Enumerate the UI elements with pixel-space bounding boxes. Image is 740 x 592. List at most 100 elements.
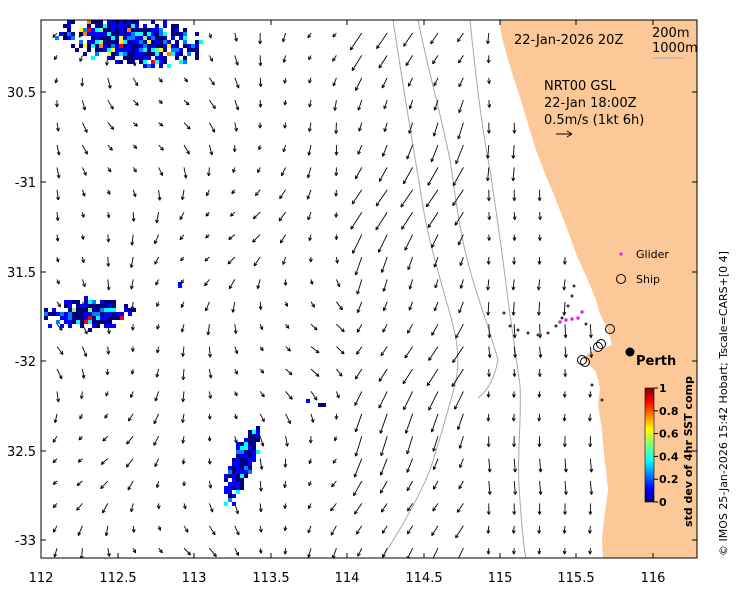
current-arrow — [158, 144, 164, 151]
x-tick-label: 114.5 — [405, 571, 442, 586]
current-arrow — [106, 548, 111, 557]
sst-pixel — [107, 28, 111, 32]
current-arrow — [432, 548, 439, 558]
current-arrow — [307, 122, 312, 132]
current-arrow — [486, 548, 491, 555]
sst-pixel — [236, 490, 240, 494]
current-arrow — [407, 503, 413, 512]
current-arrow — [234, 77, 240, 89]
current-arrow — [79, 55, 83, 62]
sst-pixel — [151, 48, 155, 52]
sst-pixel — [183, 36, 187, 40]
sst-pixel — [256, 438, 260, 442]
sst-pixel — [131, 40, 135, 44]
sst-pixel — [183, 28, 187, 32]
sst-pixel — [64, 316, 68, 320]
current-arrow — [104, 413, 109, 419]
current-arrow — [257, 144, 262, 151]
sst-pixel — [240, 470, 244, 474]
sst-pixel — [67, 16, 71, 20]
current-arrow — [428, 346, 439, 361]
current-arrow — [431, 323, 439, 336]
sst-pixel — [68, 316, 72, 320]
current-arrow — [131, 212, 136, 222]
current-arrow — [132, 77, 139, 87]
sst-pixel — [143, 16, 147, 20]
sst-pixel — [128, 312, 132, 316]
sst-pixel — [191, 48, 195, 52]
current-arrow — [335, 256, 339, 264]
x-tick-label: 115.5 — [557, 571, 594, 586]
sst-pixel — [99, 40, 103, 44]
current-arrow — [81, 100, 87, 111]
current-arrow — [80, 234, 85, 240]
current-arrow — [130, 324, 135, 331]
sst-pixel — [88, 316, 92, 320]
current-arrow — [487, 480, 492, 495]
sst-pixel — [131, 56, 135, 60]
current-arrow — [204, 279, 210, 287]
current-arrow — [589, 324, 593, 339]
current-arrow — [432, 458, 439, 471]
current-arrow — [308, 100, 312, 108]
sst-pixel — [135, 56, 139, 60]
current-arrow — [56, 346, 64, 355]
sst-pixel — [167, 52, 171, 56]
credit-text: © IMOS 25-Jan-2026 15:42 Hobart; Tscale=… — [717, 251, 730, 556]
sst-pixel — [159, 52, 163, 56]
current-arrow — [332, 458, 337, 464]
current-arrow — [588, 525, 592, 534]
current-arrow — [253, 256, 261, 267]
current-arrow — [404, 346, 413, 359]
current-arrow — [56, 189, 60, 201]
current-arrow — [306, 189, 312, 200]
sst-pixel — [155, 52, 159, 56]
current-arrow — [383, 122, 388, 132]
sst-pixel — [244, 462, 248, 466]
current-arrow — [486, 301, 491, 316]
sst-pixel — [159, 28, 163, 32]
sst-pixel — [99, 20, 103, 24]
current-arrow — [310, 368, 320, 377]
current-arrow — [378, 234, 388, 253]
current-arrow — [259, 368, 265, 374]
sst-pixel — [115, 28, 119, 32]
current-arrow — [375, 211, 388, 231]
sst-pixel — [236, 446, 240, 450]
sst-pixel — [151, 44, 155, 48]
current-arrow — [562, 436, 567, 448]
sst-pixel — [115, 24, 119, 28]
sst-pixel — [159, 44, 163, 48]
current-arrow — [259, 391, 265, 398]
current-arrow — [408, 100, 414, 110]
current-arrow — [331, 480, 337, 488]
sst-pixel — [306, 399, 310, 403]
sst-pixel — [100, 304, 104, 308]
current-arrow — [451, 368, 464, 387]
sst-pixel — [92, 320, 96, 324]
sst-pixel — [68, 300, 72, 304]
y-tick-label: -33 — [15, 534, 36, 549]
sst-pixel — [244, 438, 248, 442]
sst-pixel — [95, 20, 99, 24]
current-arrow — [208, 144, 214, 156]
glider-position — [558, 320, 562, 324]
y-axis: 30.5 -31 31.5 -32 32.5 -33 — [7, 86, 697, 549]
sst-pixel — [135, 40, 139, 44]
sst-pixel — [236, 458, 240, 462]
current-arrow — [232, 167, 236, 173]
sst-pixel — [68, 308, 72, 312]
current-arrow — [81, 279, 86, 288]
sst-pixel — [248, 446, 252, 450]
sst-pixel — [95, 40, 99, 44]
current-arrow — [537, 413, 542, 422]
glider-legend-label: Glider — [636, 248, 669, 261]
sst-pixel — [44, 308, 48, 312]
sst-pixel — [103, 40, 107, 44]
current-arrow — [76, 480, 83, 487]
current-arrow — [381, 144, 388, 157]
current-arrow — [209, 77, 215, 86]
current-arrow — [537, 368, 542, 377]
sst-pixel — [79, 28, 83, 32]
sst-pixel — [318, 403, 326, 407]
